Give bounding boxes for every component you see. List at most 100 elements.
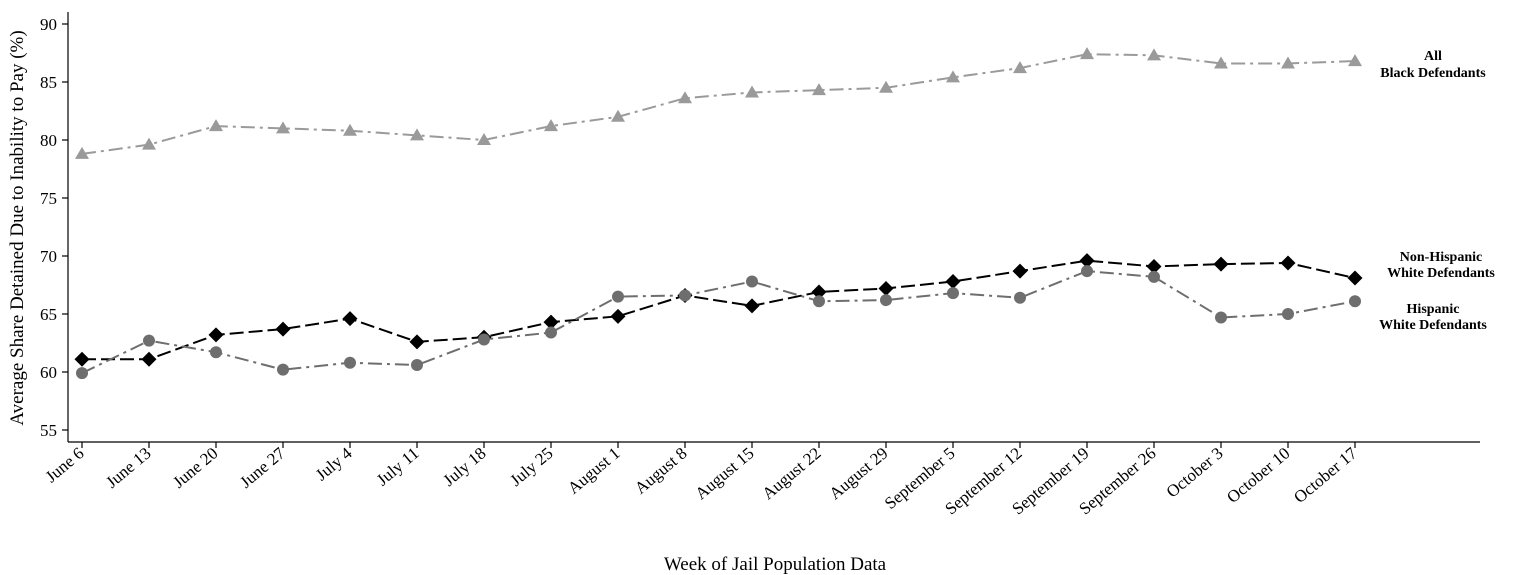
data-point-circle bbox=[947, 287, 959, 300]
data-point-diamond bbox=[1213, 256, 1229, 272]
data-point-diamond bbox=[1146, 258, 1162, 274]
series-lines bbox=[81, 53, 1356, 375]
data-point-circle bbox=[813, 295, 825, 308]
series-markers bbox=[74, 47, 1363, 380]
data-point-triangle bbox=[75, 146, 89, 159]
x-tick-label: August 15 bbox=[691, 444, 757, 504]
series-line bbox=[81, 270, 1356, 375]
data-point-diamond bbox=[74, 351, 90, 367]
data-point-diamond bbox=[409, 334, 425, 350]
data-point-circle bbox=[880, 294, 892, 307]
data-point-diamond bbox=[878, 280, 894, 296]
x-tick-label: July 11 bbox=[373, 444, 423, 490]
data-point-diamond bbox=[543, 314, 559, 330]
data-point-triangle bbox=[946, 70, 960, 83]
data-point-circle bbox=[1014, 291, 1026, 304]
data-point-diamond bbox=[141, 351, 157, 367]
data-point-triangle bbox=[544, 119, 558, 132]
data-point-triangle bbox=[1147, 48, 1161, 61]
data-point-diamond bbox=[610, 308, 626, 324]
y-tick-label: 60 bbox=[40, 363, 57, 382]
x-tick-label: July 18 bbox=[439, 444, 489, 490]
x-tick-label: August 29 bbox=[825, 444, 891, 504]
data-point-diamond bbox=[1012, 263, 1028, 279]
data-point-diamond bbox=[744, 298, 760, 314]
data-point-triangle bbox=[678, 91, 692, 104]
data-point-diamond bbox=[342, 311, 358, 327]
y-tick-label: 75 bbox=[40, 189, 57, 208]
data-point-diamond bbox=[208, 327, 224, 343]
data-point-triangle bbox=[343, 123, 357, 136]
y-axis-ticks: 55 60 65 70 75 80 85 90 bbox=[40, 15, 68, 440]
x-tick-label: June 27 bbox=[236, 443, 289, 492]
y-tick-label: 80 bbox=[40, 131, 57, 150]
data-point-circle bbox=[746, 275, 758, 288]
data-point-triangle bbox=[1013, 61, 1027, 74]
data-point-circle bbox=[344, 356, 356, 369]
data-point-circle bbox=[679, 289, 691, 302]
x-tick-label: June 20 bbox=[169, 444, 221, 492]
data-point-circle bbox=[1349, 295, 1361, 308]
data-point-diamond bbox=[1079, 253, 1095, 269]
data-point-circle bbox=[1282, 308, 1294, 320]
data-point-circle bbox=[277, 363, 289, 376]
data-point-triangle bbox=[812, 83, 826, 96]
y-tick-label: 65 bbox=[40, 305, 57, 324]
data-point-triangle bbox=[1348, 54, 1362, 67]
y-tick-label: 90 bbox=[40, 15, 57, 34]
data-point-triangle bbox=[477, 133, 491, 145]
series-label: White Defendants bbox=[1387, 266, 1495, 281]
series-label: White Defendants bbox=[1379, 318, 1487, 333]
data-point-circle bbox=[76, 367, 88, 380]
data-point-triangle bbox=[1281, 56, 1295, 69]
data-point-triangle bbox=[1214, 56, 1228, 69]
x-tick-label: August 22 bbox=[758, 444, 824, 504]
data-point-diamond bbox=[945, 274, 961, 290]
x-tick-label: July 25 bbox=[506, 444, 556, 490]
data-point-triangle bbox=[1080, 47, 1094, 60]
x-axis-title: Week of Jail Population Data bbox=[664, 554, 887, 575]
data-point-triangle bbox=[276, 121, 290, 134]
series-line bbox=[82, 259, 1356, 361]
x-tick-label: October 3 bbox=[1163, 444, 1227, 502]
axes bbox=[67, 12, 1480, 443]
data-point-triangle bbox=[209, 119, 223, 132]
y-axis-title: Average Share Detained Due to Inability … bbox=[7, 30, 28, 425]
data-point-circle bbox=[210, 346, 222, 359]
data-point-circle bbox=[478, 333, 490, 346]
x-tick-label: August 8 bbox=[631, 444, 691, 498]
data-point-triangle bbox=[745, 85, 759, 98]
data-point-triangle bbox=[142, 137, 156, 150]
data-point-triangle bbox=[410, 128, 424, 141]
data-point-circle bbox=[612, 290, 624, 303]
y-tick-label: 70 bbox=[40, 247, 57, 266]
data-point-circle bbox=[1148, 270, 1160, 283]
x-tick-label: July 4 bbox=[312, 443, 356, 484]
data-point-triangle bbox=[879, 80, 893, 93]
x-tick-label: June 13 bbox=[102, 444, 154, 492]
y-tick-label: 55 bbox=[40, 421, 57, 440]
data-point-circle bbox=[143, 334, 155, 347]
series-line bbox=[81, 53, 1356, 155]
y-tick-label: 85 bbox=[40, 73, 57, 92]
x-tick-label: June 6 bbox=[42, 444, 88, 487]
series-label: Black Defendants bbox=[1380, 66, 1486, 81]
data-point-circle bbox=[1215, 311, 1227, 324]
data-point-diamond bbox=[811, 284, 827, 300]
data-point-diamond bbox=[1280, 255, 1296, 271]
data-point-diamond bbox=[275, 321, 291, 337]
x-tick-label: August 1 bbox=[564, 444, 624, 498]
data-point-circle bbox=[1081, 265, 1093, 278]
data-point-triangle bbox=[611, 109, 625, 122]
series-label: Hispanic bbox=[1407, 302, 1460, 317]
x-axis-ticks: June 6 June 13 June 20 June 27 July 4 July 11… bbox=[42, 442, 1361, 518]
x-tick-label: October 10 bbox=[1223, 444, 1293, 507]
data-point-circle bbox=[411, 359, 423, 372]
data-point-circle bbox=[545, 326, 557, 339]
series-label: Non-Hispanic bbox=[1400, 250, 1482, 265]
series-label: All bbox=[1424, 49, 1442, 64]
data-point-diamond bbox=[1347, 270, 1363, 286]
x-tick-label: October 17 bbox=[1290, 443, 1361, 507]
